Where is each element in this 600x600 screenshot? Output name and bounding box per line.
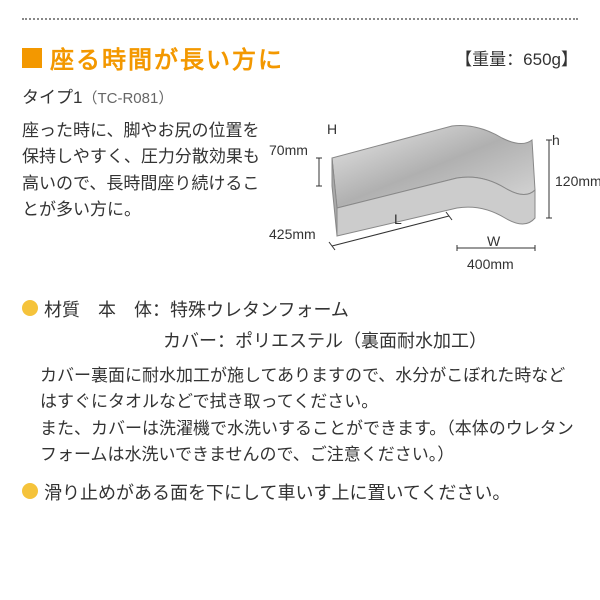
description: 座った時に、脚やお尻の位置を保持しやすく、圧力分散効果も高いので、長時間座り続け…	[22, 118, 267, 283]
placement-row: 滑り止めがある面を下にして車いす上に置いてください。	[22, 480, 578, 507]
material-cover-value: ポリエステル（裏面耐水加工）	[235, 331, 487, 351]
dim-h-label: h	[552, 132, 560, 148]
dim-H-label: H	[327, 121, 337, 137]
material-line1: 材質 本 体：特殊ウレタンフォーム	[44, 297, 349, 324]
material-line2: カバー：ポリエステル（裏面耐水加工）	[22, 328, 578, 355]
dim-L-value: 425mm	[269, 226, 316, 242]
material-body-label: 本 体：	[98, 300, 170, 320]
title-group: 座る時間が長い方に	[22, 40, 284, 75]
type-label: タイプ1	[22, 88, 82, 107]
dim-H-value: 70mm	[269, 142, 308, 158]
dim-W-label: W	[487, 233, 500, 249]
content-row: 座った時に、脚やお尻の位置を保持しやすく、圧力分散効果も高いので、長時間座り続け…	[22, 118, 578, 283]
note-block: カバー裏面に耐水加工が施してありますので、水分がこぼれた時などはすぐにタオルなど…	[22, 363, 578, 468]
dim-W-value: 400mm	[467, 256, 514, 272]
material-row: 材質 本 体：特殊ウレタンフォーム	[22, 297, 578, 324]
note1: カバー裏面に耐水加工が施してありますので、水分がこぼれた時などはすぐにタオルなど…	[40, 366, 565, 411]
dimension-diagram: H 70mm h 120mm L 425mm W 400mm	[277, 118, 578, 283]
bullet-icon	[22, 300, 38, 316]
square-icon	[22, 48, 42, 68]
dim-h-value: 120mm	[555, 173, 600, 189]
weight-label: 【重量：650g】	[455, 45, 578, 70]
bullet-icon	[22, 483, 38, 499]
material-cover-label: カバー：	[163, 331, 235, 351]
material-body-value: 特殊ウレタンフォーム	[170, 300, 349, 320]
header: 座る時間が長い方に 【重量：650g】	[22, 40, 578, 75]
product-code: （TC-R081）	[82, 90, 173, 107]
material-heading: 材質	[44, 300, 80, 320]
note3: 滑り止めがある面を下にして車いす上に置いてください。	[44, 480, 510, 507]
divider	[22, 18, 578, 20]
dim-L-label: L	[394, 211, 402, 227]
page-title: 座る時間が長い方に	[50, 40, 284, 75]
note2: また、カバーは洗濯機で水洗いすることができます。（本体のウレタンフォームは水洗い…	[40, 419, 574, 464]
